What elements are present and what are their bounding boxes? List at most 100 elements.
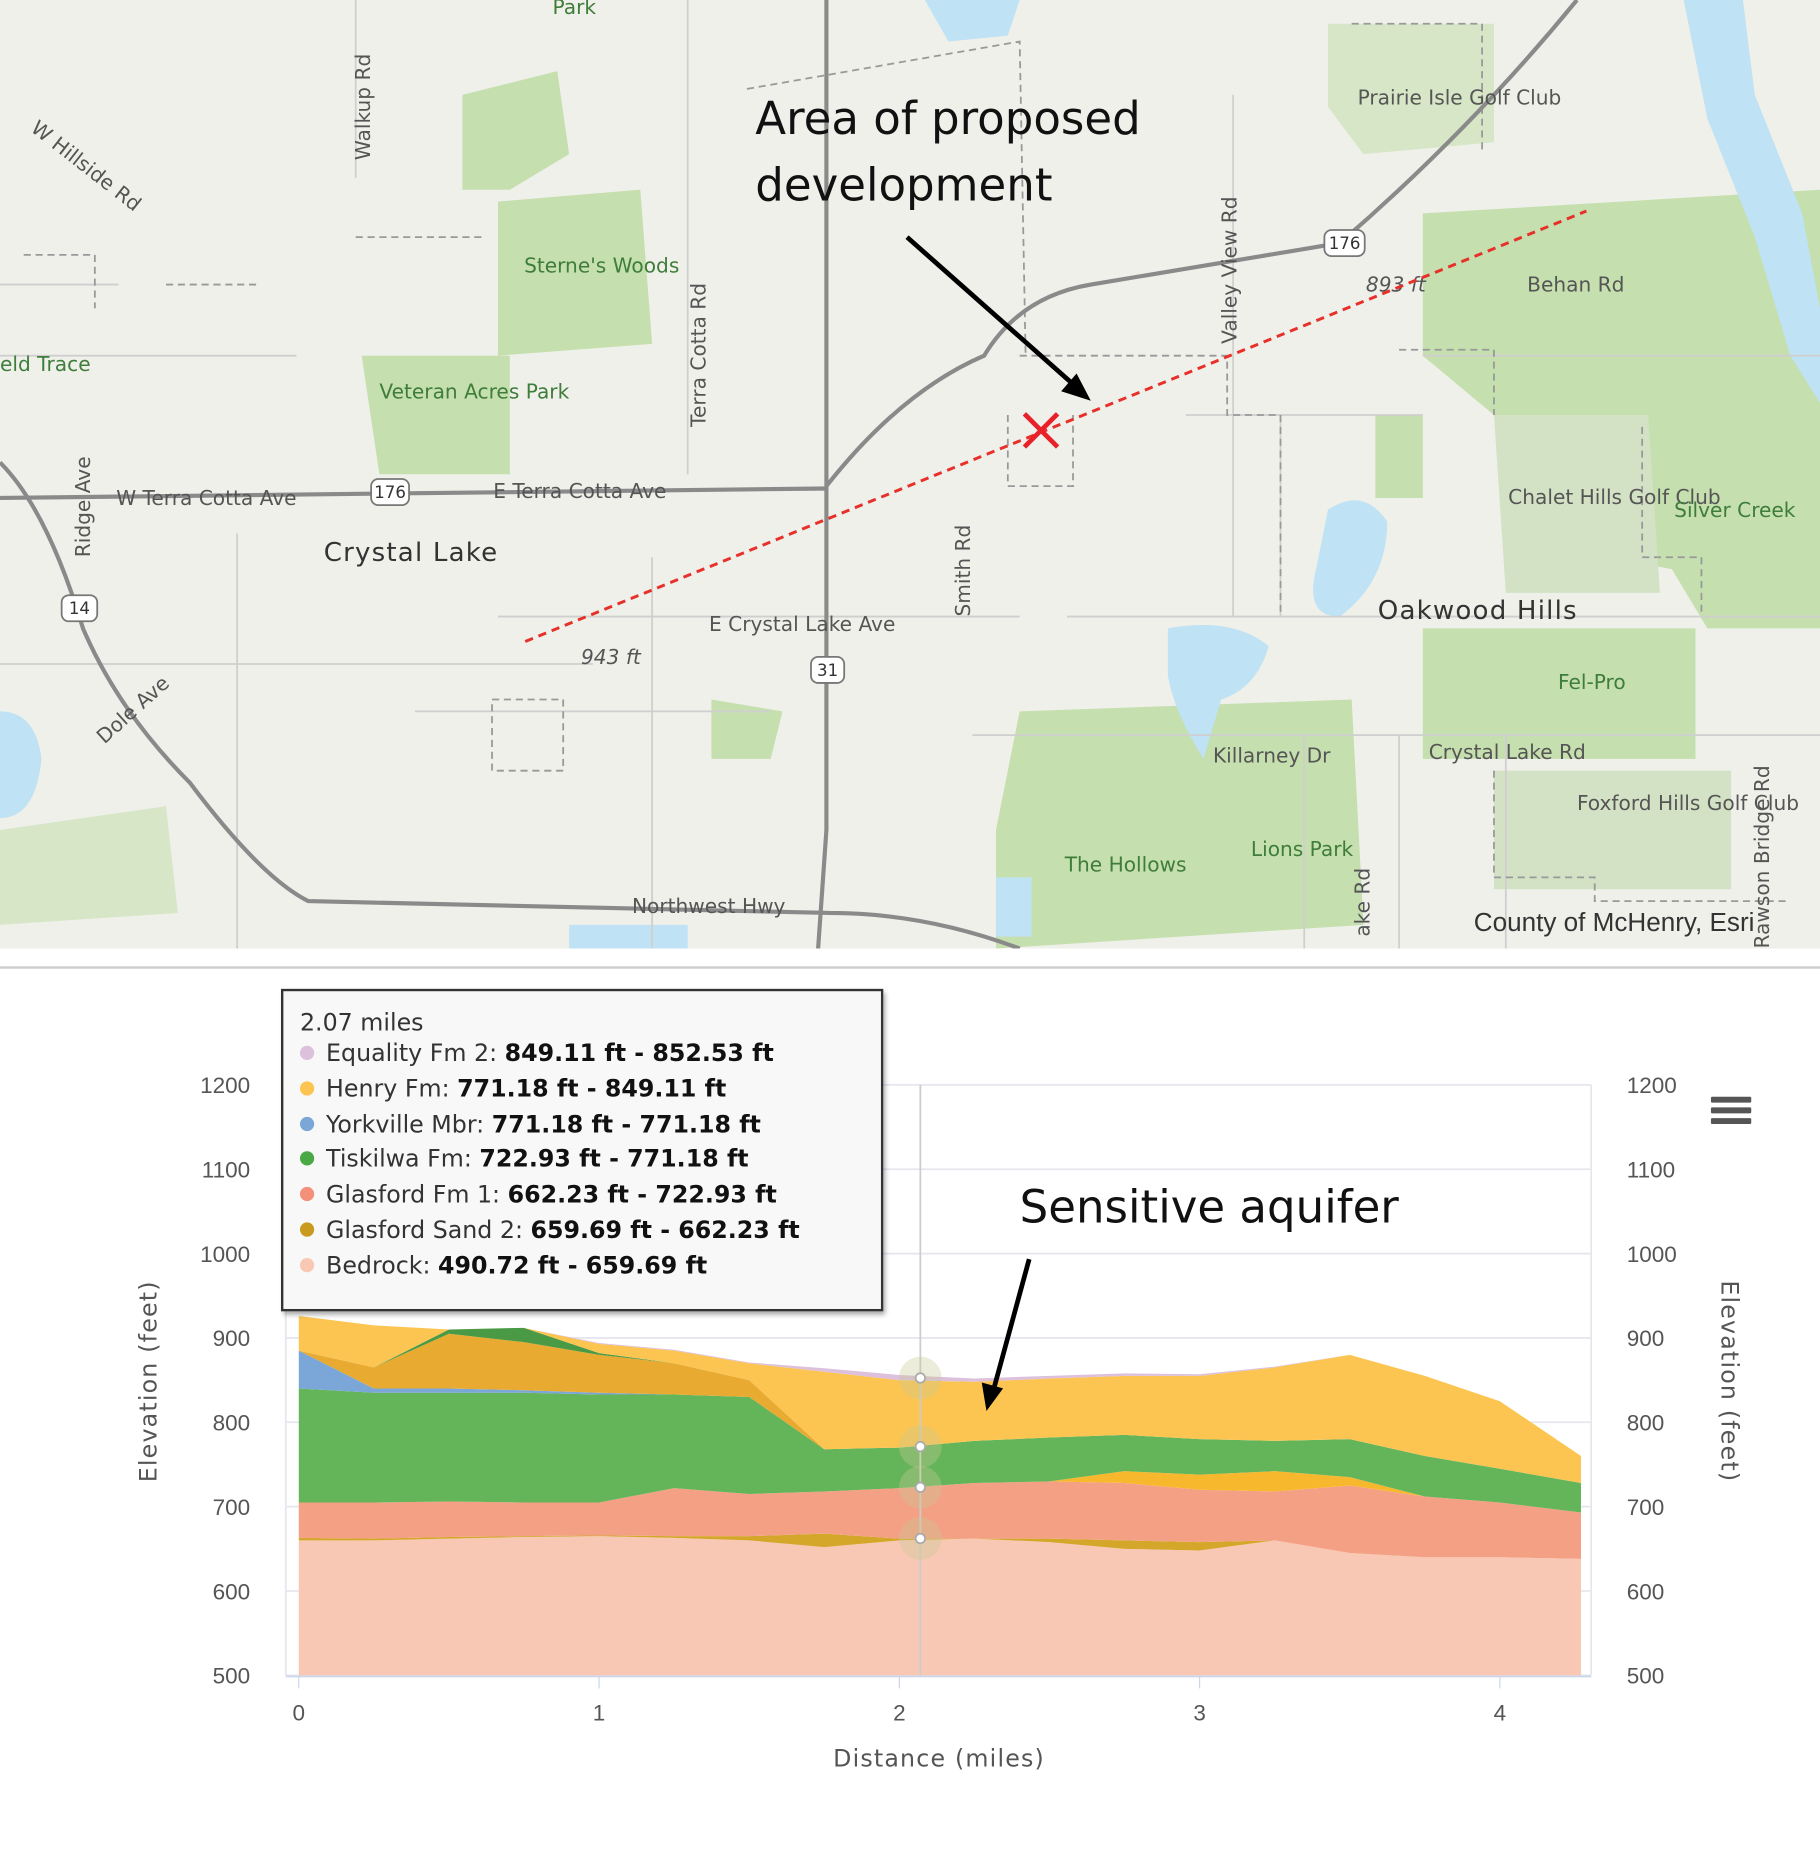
map-label: E Terra Cotta Ave (493, 479, 666, 503)
x-tick-label: 0 (293, 1700, 306, 1725)
map-label: Smith Rd (951, 525, 975, 617)
y-tick-label-left: 1100 (202, 1158, 250, 1183)
map-label: Valley View Rd (1218, 196, 1242, 343)
tooltip-row: Tiskilwa Fm: 722.93 ft - 771.18 ft (299, 1144, 864, 1180)
tooltip-header: 2.07 miles (299, 1007, 424, 1037)
series-range: 722.93 ft - 771.18 ft (479, 1144, 749, 1174)
series-name: Glasford Sand 2 (326, 1215, 515, 1244)
map-label: ake Rd (1350, 868, 1374, 937)
tooltip-row: Glasford Fm 1: 662.23 ft - 722.93 ft (299, 1179, 864, 1215)
elevation-label-start: 943 ft (581, 645, 642, 669)
water (0, 0, 1820, 949)
area-layer-6[interactable] (298, 1333, 1581, 1484)
tooltip-row: Yorkville Mbr: 771.18 ft - 771.18 ft (299, 1109, 864, 1144)
x-axis-title: Distance (miles) (833, 1745, 1045, 1773)
shields: 176 176 14 31 (60, 229, 1366, 684)
map-label: Northwest Hwy (632, 894, 786, 918)
tooltip-row: Equality Fm 2: 849.11 ft - 852.53 ft (299, 1038, 864, 1074)
y-tick-label-right: 900 (1627, 1326, 1665, 1351)
y-axis-title-left: Elevation (feet) (135, 1280, 163, 1482)
map-label: Terra Cotta Rd (686, 283, 710, 428)
hamburger-icon (1710, 1096, 1752, 1103)
area-henry-fm[interactable] (298, 1315, 1581, 1484)
development-x-marker (1022, 412, 1060, 449)
series-name: Yorkville Mbr (326, 1109, 477, 1138)
route-176-shield: 176 (1329, 234, 1361, 253)
data-marker (914, 1532, 926, 1545)
map-label: Rawson Bridge Rd (1750, 765, 1774, 948)
chart-tooltip: 2.07 miles Equality Fm 2: 849.11 ft - 85… (281, 988, 884, 1312)
data-marker (914, 1440, 926, 1453)
series-range: 659.69 ft - 662.23 ft (530, 1215, 800, 1244)
map-label-city: Oakwood Hills (1378, 596, 1578, 626)
y-tick-label-left: 1000 (200, 1242, 250, 1267)
route-176-shield: 176 (374, 483, 406, 502)
y-tick-label-right: 500 (1627, 1664, 1665, 1689)
map[interactable]: 176 176 14 31 Park Walkup Rd W Hillside … (0, 0, 1820, 949)
annotation-proposed-development: Area of proposed development (755, 92, 1141, 212)
map-label: Ridge Ave (71, 456, 95, 557)
map-label: Veteran Acres Park (379, 379, 569, 403)
tooltip-row: Bedrock: 490.72 ft - 659.69 ft (299, 1250, 864, 1286)
map-label: eld Trace (0, 352, 91, 376)
elevation-label-end: 893 ft (1366, 273, 1427, 297)
series-dot-icon (299, 1116, 315, 1131)
series-dot-icon (299, 1187, 315, 1202)
highways (0, 0, 1579, 949)
series-range: 771.18 ft - 849.11 ft (457, 1073, 727, 1103)
series-range: 849.11 ft - 852.53 ft (504, 1038, 774, 1068)
series-range: 771.18 ft - 771.18 ft (491, 1109, 761, 1138)
map-label: Behan Rd (1527, 273, 1624, 297)
map-label: Killarney Dr (1213, 743, 1331, 767)
y-tick-label-right: 1100 (1627, 1158, 1675, 1183)
map-label: Fel-Pro (1558, 670, 1626, 694)
y-tick-label-right: 1000 (1627, 1242, 1677, 1267)
tooltip-row: Glasford Sand 2: 659.69 ft - 662.23 ft (299, 1215, 864, 1250)
y-tick-label-left: 900 (213, 1326, 251, 1351)
series-range: 662.23 ft - 722.93 ft (507, 1179, 777, 1209)
map-label: Prairie Isle Golf Club (1358, 85, 1562, 109)
series-dot-icon (299, 1081, 315, 1096)
series-dot-icon (299, 1222, 315, 1237)
series-name: Glasford Fm 1 (326, 1179, 493, 1209)
area-glasford-fm-1[interactable] (298, 1481, 1581, 1559)
dashed-boundaries (23, 22, 1791, 902)
series-name: Henry Fm (326, 1073, 442, 1103)
y-tick-label-right: 700 (1627, 1495, 1665, 1520)
map-label: Sterne's Woods (524, 254, 679, 278)
route-14-shield: 14 (69, 599, 90, 618)
area-glasford-sand-2[interactable] (298, 1533, 1581, 1559)
chart-menu-button[interactable] (1710, 1096, 1752, 1130)
map-label: E Crystal Lake Ave (709, 612, 895, 636)
divider (0, 966, 1820, 969)
map-label: Silver Creek (1674, 498, 1796, 522)
map-label-city: Crystal Lake (324, 538, 499, 568)
area-bedrock[interactable] (298, 1536, 1581, 1676)
area-layer-3[interactable] (298, 1471, 1581, 1513)
area-layer-7[interactable] (298, 1327, 1581, 1484)
parks (0, 23, 1820, 949)
x-tick-label: 4 (1494, 1700, 1507, 1725)
y-tick-label-left: 500 (213, 1664, 251, 1689)
map-attribution: County of McHenry, Esri (1474, 907, 1755, 937)
map-label: Chalet Hills Golf Club (1508, 485, 1721, 509)
series-range: 490.72 ft - 659.69 ft (438, 1250, 708, 1280)
arrow-icon (905, 235, 1091, 401)
map-label: Crystal Lake Rd (1429, 740, 1586, 764)
y-tick-label-right: 1200 (1627, 1073, 1677, 1098)
data-marker (914, 1372, 926, 1384)
arrow-icon (981, 1258, 1032, 1411)
y-axis-title-right: Elevation (feet) (1716, 1280, 1744, 1482)
tooltip-markers (899, 1356, 942, 1560)
annotation-sensitive-aquifer: Sensitive aquifer (1019, 1180, 1399, 1234)
x-tick-label: 2 (893, 1700, 906, 1725)
profile-line[interactable] (524, 209, 1587, 643)
y-tick-label-left: 1200 (200, 1073, 250, 1098)
x-tick-label: 3 (1193, 1700, 1206, 1725)
map-label: The Hollows (1064, 852, 1187, 876)
area-tiskilwa-fm[interactable] (298, 1388, 1581, 1513)
y-tick-label-left: 700 (213, 1495, 251, 1520)
